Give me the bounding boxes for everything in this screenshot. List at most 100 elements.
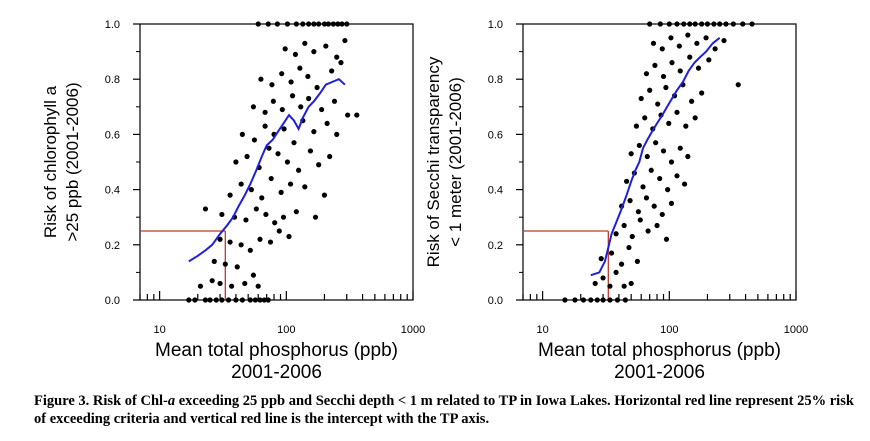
data-point [278,189,284,195]
data-point [338,60,344,66]
data-point [255,21,261,27]
data-point [316,21,322,27]
data-point [267,239,274,245]
data-point [703,35,709,41]
data-point [645,228,651,234]
data-point [638,95,644,102]
data-point [665,187,671,193]
data-point [749,21,755,27]
y-tick-label: 0.6 [488,129,503,141]
data-point [250,104,257,110]
data-point [342,37,348,44]
data-point [266,145,272,151]
data-point [607,297,613,303]
data-point [302,40,308,46]
data-point [622,297,628,303]
data-point [681,181,688,187]
data-point [685,153,691,160]
y-tick-label: 0.2 [105,240,120,252]
data-point [628,151,634,157]
data-point [699,21,705,27]
data-point [295,167,302,173]
data-point [694,40,700,46]
data-point [339,21,345,27]
data-point [330,21,336,27]
data-point [647,87,653,93]
data-point [651,203,657,209]
data-point [306,95,312,102]
data-point [287,181,294,187]
data-point [687,21,693,27]
data-point [626,244,632,251]
data-point [666,21,672,27]
data-point [345,112,351,118]
data-point [307,148,314,154]
data-point [262,109,268,115]
y-axis-label-line-2: < 1 meter (2001-2006) [446,77,465,247]
data-point [335,21,341,27]
data-point [238,181,244,187]
data-point [219,211,225,218]
data-point [704,21,711,27]
data-point [321,192,328,198]
data-point [669,60,675,66]
data-point [629,233,635,240]
data-point [202,206,209,212]
data-point [659,211,665,218]
data-point [247,247,253,253]
data-point [279,106,285,113]
data-point [655,101,661,107]
data-point [253,206,259,212]
data-point [314,84,320,91]
data-point [642,115,648,121]
data-point [652,62,658,68]
y-tick-label: 0.0 [105,295,120,307]
chart-panel-1: 10 100 1000 0.0 0.2 0.4 0.6 0.8 1.0 Mean total ph… [41,19,425,383]
data-point [192,297,198,303]
data-point [239,131,245,137]
data-point [657,175,663,182]
y-axis-label-line-2: >25 ppb (2001-2006) [63,82,82,241]
x-tick-label: 100 [277,324,295,336]
data-point [297,65,303,71]
data-point [627,198,633,204]
data-point [263,211,269,218]
data-point [681,21,687,27]
data-point [668,159,675,165]
data-point [257,297,263,303]
y-tick-label: 0.4 [488,185,503,197]
data-point [614,297,621,303]
caption-part2: exceeding 25 ppb and Secchi depth < 1 m … [34,393,854,427]
data-point [621,222,627,229]
data-point [280,214,287,220]
y-tick-label: 0.8 [488,74,503,86]
data-point [608,250,615,256]
data-point [666,120,672,126]
data-point [663,236,670,242]
data-point [312,214,319,220]
data-point [270,98,276,104]
x-tick-label: 1000 [401,324,425,336]
data-point [588,297,594,303]
data-point [653,140,659,146]
data-point [316,162,322,168]
y-axis-label-line-1: Risk of chlorophyll a [41,85,60,238]
data-point [695,65,702,71]
plot-frame [139,23,414,301]
data-point [633,123,640,129]
data-point [257,236,263,242]
data-point [663,84,669,91]
data-point [623,178,630,184]
y-axis-label-line-1: Risk of Secchi transparency [424,56,443,267]
data-point [677,145,683,151]
data-point [354,112,360,118]
data-point [636,142,642,149]
data-point [251,137,258,143]
data-point [227,239,233,245]
data-point [648,167,654,173]
data-point [252,297,258,303]
data-point [293,21,299,27]
data-point [227,192,233,198]
data-point [248,187,254,193]
data-point [265,21,271,27]
